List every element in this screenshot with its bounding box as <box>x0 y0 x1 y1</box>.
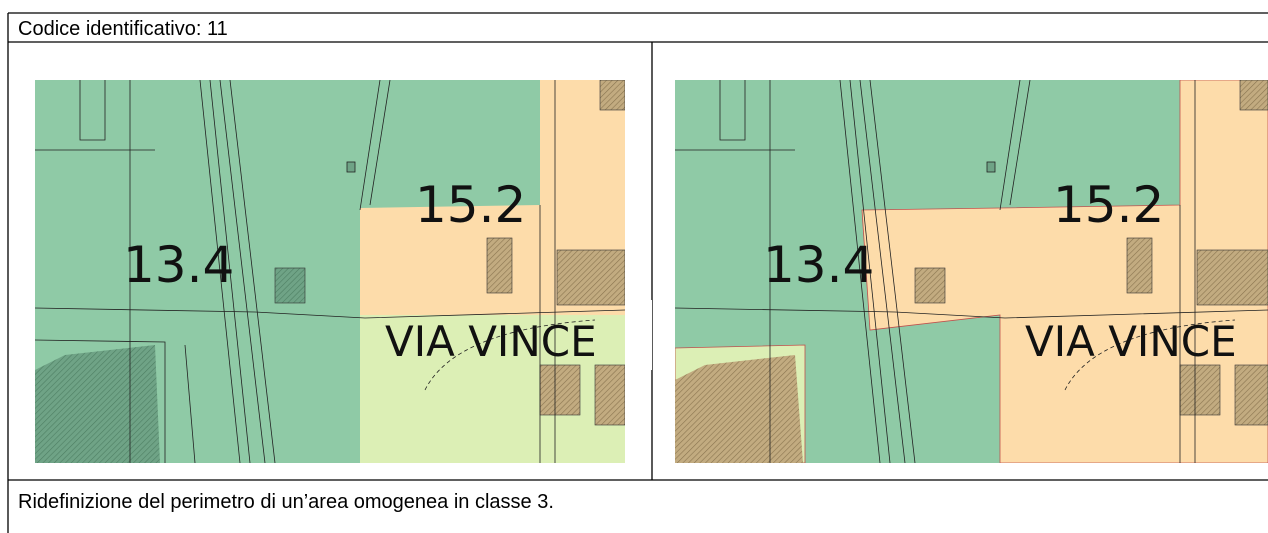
footer-text: Ridefinizione del perimetro di un’area o… <box>18 491 554 513</box>
header-title: Codice identificativo: 11 <box>18 18 228 40</box>
page: Codice identificativo: 11 Ridefinizione … <box>0 0 1268 533</box>
map-label: 13.4 <box>123 236 234 294</box>
map-label: VIA VINCE <box>385 317 597 366</box>
map-gutter <box>625 300 652 370</box>
map-label: 15.2 <box>415 176 526 234</box>
map-label: 13.4 <box>763 236 874 294</box>
document: Codice identificativo: 11 Ridefinizione … <box>0 0 1268 533</box>
map-label: 15.2 <box>1053 176 1164 234</box>
map-label: VIA VINCE <box>1025 317 1237 366</box>
